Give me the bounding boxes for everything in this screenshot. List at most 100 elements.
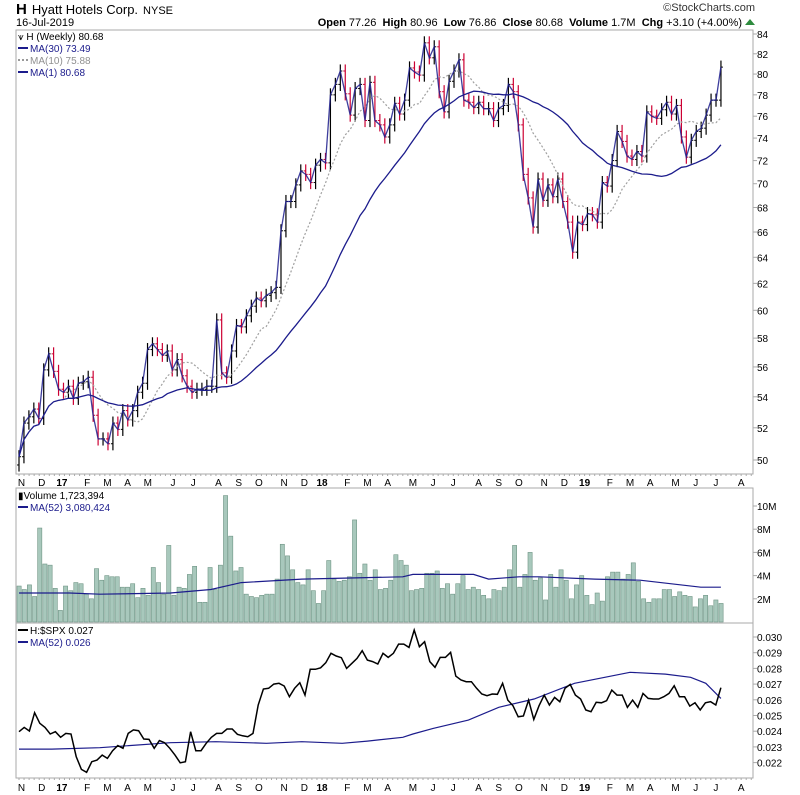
volume-bar xyxy=(125,586,130,623)
bottom-month-label: J xyxy=(191,783,196,794)
volume-bar xyxy=(109,576,115,623)
low-label: Low xyxy=(443,17,466,29)
ratio-tick-label: 0.030 xyxy=(757,633,782,644)
volume-bar xyxy=(553,586,559,623)
volume-bar xyxy=(37,527,43,623)
volume-bar xyxy=(481,595,487,623)
ma30-line xyxy=(18,90,722,457)
price-tick-label: 56 xyxy=(757,363,769,374)
bottom-month-label: D xyxy=(38,783,45,794)
ratio-ma52-line xyxy=(19,671,722,750)
volume-bar xyxy=(68,590,74,623)
volume-bar xyxy=(445,583,450,623)
volume-bar xyxy=(512,545,517,623)
price-legend: ⩛ H (Weekly) 80.68 MA(30) 73.49 MA(10) 7… xyxy=(18,32,104,80)
volume-bar xyxy=(259,595,265,623)
price-tick-label: 60 xyxy=(757,306,769,317)
middle-month-label: M xyxy=(363,478,371,489)
stockcharts-brand[interactable]: ©StockCharts.com xyxy=(663,2,755,14)
price-bar xyxy=(234,318,239,358)
middle-month-label: D xyxy=(561,478,568,489)
volume-bar xyxy=(73,582,79,623)
volume-bar xyxy=(661,589,667,623)
price-bar xyxy=(96,408,101,446)
volume-bar xyxy=(207,567,213,623)
volume-bar xyxy=(455,583,461,623)
chg-label: Chg xyxy=(641,17,664,29)
volume-bar xyxy=(326,560,332,623)
open-label: Open xyxy=(317,17,346,29)
volume-bar xyxy=(625,574,631,623)
price-bar xyxy=(155,337,160,357)
volume-bar xyxy=(336,581,342,623)
ratio-panel xyxy=(15,622,754,779)
ratio-tick-label: 0.024 xyxy=(757,727,782,738)
price-bar xyxy=(264,288,269,308)
bottom-month-label: A xyxy=(647,783,654,794)
bottom-month-label: A xyxy=(475,783,482,794)
volume-bar xyxy=(305,569,311,623)
price-bar xyxy=(76,376,81,405)
middle-month-label: A xyxy=(738,478,745,489)
chg-value: +3.10 (+4.00%) xyxy=(666,17,742,29)
volume-bar xyxy=(321,590,327,623)
ratio-tick-label: 0.025 xyxy=(757,712,782,723)
bottom-month-label: O xyxy=(255,783,263,794)
volume-bar xyxy=(290,569,296,623)
middle-month-label: M xyxy=(144,478,152,489)
price-bar xyxy=(298,164,303,192)
volume-bar xyxy=(176,586,182,623)
volume-bar xyxy=(672,596,677,623)
bottom-month-label: D xyxy=(561,783,568,794)
bottom-month-label: J xyxy=(693,783,698,794)
volume-bar xyxy=(78,583,84,623)
price-tick-label: 78 xyxy=(757,91,769,102)
price-panel xyxy=(15,29,754,475)
volume-bar xyxy=(424,572,430,623)
volume-bar xyxy=(279,543,285,623)
middle-month-label: A xyxy=(124,478,131,489)
bottom-month-label: M xyxy=(363,783,371,794)
bottom-month-label: J xyxy=(431,783,436,794)
ratio-ma52-label: MA(52) 0.026 xyxy=(30,638,91,649)
volume-bar xyxy=(470,586,476,623)
volume-bar xyxy=(543,599,548,623)
volume-bar xyxy=(636,581,641,623)
volume-legend: ▮Volume 1,723,394 MA(52) 3,080,424 xyxy=(18,491,110,515)
volume-bar xyxy=(187,574,192,623)
volume-bar xyxy=(243,593,249,623)
price-legend-title: ⩛ H (Weekly) 80.68 xyxy=(18,32,104,44)
middle-month-label: 19 xyxy=(579,478,591,489)
volume-bar xyxy=(651,598,657,623)
price-bar xyxy=(110,416,115,451)
ratio-legend-title: H:$SPX 0.027 xyxy=(18,626,93,638)
volume-tick-label: 6M xyxy=(757,548,771,559)
volume-bar xyxy=(352,519,357,623)
volume-bar xyxy=(233,570,239,623)
middle-month-label: N xyxy=(18,478,25,489)
volume-bar xyxy=(641,598,647,623)
volume-bar xyxy=(16,585,22,623)
volume-bar xyxy=(656,598,662,623)
volume-bar xyxy=(264,593,270,623)
volume-bar xyxy=(161,593,167,623)
volume-tick-label: 10M xyxy=(757,502,776,513)
volume-bar xyxy=(150,567,156,623)
volume-bar xyxy=(563,579,569,623)
volume-bar xyxy=(667,589,672,623)
price-bar xyxy=(56,364,61,396)
price-tick-label: 80 xyxy=(757,70,769,81)
middle-month-label: 18 xyxy=(316,478,328,489)
middle-month-label: S xyxy=(235,478,242,489)
volume-ma52-label: MA(52) 3,080,424 xyxy=(30,503,111,514)
middle-month-label: O xyxy=(255,478,263,489)
volume-bar xyxy=(223,495,228,623)
volume-bar xyxy=(538,577,543,623)
price-bar xyxy=(160,342,165,362)
volume-bar xyxy=(517,586,523,623)
volume-bar xyxy=(615,571,621,623)
volume-tick-label: 2M xyxy=(757,595,771,606)
price-bar xyxy=(170,344,175,377)
middle-month-label: A xyxy=(475,478,482,489)
